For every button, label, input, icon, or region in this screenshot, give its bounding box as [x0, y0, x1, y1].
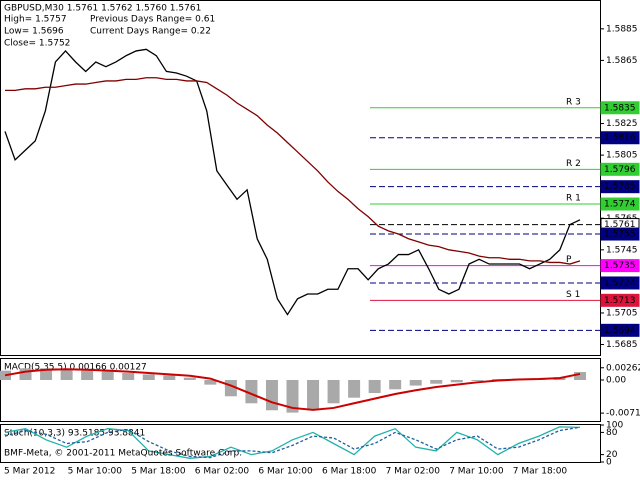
x-tick-label: 5 Mar 18:00 [131, 467, 186, 477]
main-panel [0, 0, 601, 356]
macd-bar [286, 379, 299, 413]
macd-bar [348, 379, 361, 398]
stoch-panel [0, 424, 601, 463]
macd-bar [81, 370, 94, 380]
level-name: P [566, 255, 572, 265]
y-tick-label: 100 [606, 421, 623, 431]
level-label: 1.5724 [604, 278, 636, 288]
macd-bar [40, 368, 53, 380]
panel-title: Stoch(10,3,3) 93.5185 93.8841 [4, 429, 145, 439]
series-line [4, 48, 581, 316]
info-text: Low= 1.5696 [4, 27, 64, 37]
level-box [600, 227, 640, 241]
level-label: 1.5735 [604, 261, 636, 271]
level-box [600, 180, 640, 194]
y-tick-label: 1.5745 [606, 245, 638, 255]
x-tick-label: 7 Mar 10:00 [449, 467, 504, 477]
macd-bar [574, 372, 586, 380]
level-label: 1.5694 [604, 326, 636, 336]
macd-bar [471, 379, 484, 381]
x-tick-label: 6 Mar 10:00 [258, 467, 313, 477]
y-tick-label: 0.00 [606, 375, 626, 385]
level-box [600, 323, 640, 337]
y-tick-label: 1.5865 [606, 56, 638, 66]
level-label: 1.5785 [604, 182, 636, 192]
macd-bar [265, 379, 278, 411]
signal-line [4, 368, 581, 411]
footer-text: BMF-Meta, © 2001-2011 MetaQuotes Softwar… [4, 449, 242, 459]
info-text: Close= 1.5752 [4, 39, 70, 49]
level-box [600, 259, 640, 273]
macd-bar [183, 377, 196, 380]
macd-bar [307, 379, 320, 409]
level-box [600, 101, 640, 115]
macd-bar [204, 379, 217, 385]
macd-panel [0, 358, 601, 422]
panel-title: MACD(5,35,5) 0.00166 0.00127 [4, 363, 147, 373]
macd-bar [450, 379, 463, 383]
macd-bar [389, 379, 402, 390]
level-box [600, 197, 640, 211]
y-tick-label: 1.5885 [606, 24, 638, 34]
macd-bar [163, 375, 176, 380]
info-text: Previous Days Range= 0.61 [90, 15, 215, 25]
info-text: Current Days Range= 0.22 [90, 27, 211, 37]
macd-bar [142, 374, 155, 380]
level-name: R 3 [566, 97, 581, 107]
level-label: 1.5796 [604, 165, 636, 175]
level-name: R 1 [566, 194, 581, 204]
macd-bar [19, 368, 32, 380]
level-label: 1.5713 [604, 296, 636, 306]
x-tick-label: 7 Mar 18:00 [513, 467, 568, 477]
level-box [600, 131, 640, 145]
level-box [600, 276, 640, 290]
y-tick-label: 20 [606, 450, 618, 460]
macd-bar [245, 379, 258, 404]
y-tick-label: 0.00262 [606, 363, 640, 373]
y-tick-label: 80 [606, 428, 618, 438]
x-tick-label: 6 Mar 02:00 [195, 467, 250, 477]
y-tick-label: 1.5825 [606, 119, 638, 129]
series-line [5, 77, 581, 265]
macd-bar [122, 372, 135, 380]
y-tick-label: 1.5805 [606, 151, 638, 161]
y-tick-label: 0 [606, 458, 612, 468]
y-tick-label: 1.5705 [606, 308, 638, 318]
macd-bar [430, 379, 443, 384]
macd-bar [327, 379, 340, 404]
level-box [600, 293, 640, 307]
x-tick-label: 5 Mar 10:00 [68, 467, 123, 477]
series-line [4, 426, 581, 459]
level-label: 1.5816 [604, 133, 636, 143]
x-tick-label: 5 Mar 2012 [4, 467, 55, 477]
macd-bar [368, 379, 381, 394]
level-label: 1.5774 [604, 200, 636, 210]
x-tick-label: 7 Mar 02:00 [386, 467, 441, 477]
level-name: R 2 [566, 159, 581, 169]
y-tick-label: -0.00711 [606, 409, 640, 419]
level-label: 1.5755 [604, 230, 636, 240]
level-box [600, 162, 640, 176]
macd-bar [101, 371, 114, 380]
level-label: 1.5835 [604, 103, 636, 113]
x-tick-label: 6 Mar 18:00 [322, 467, 377, 477]
y-tick-label: 1.5685 [606, 340, 638, 350]
level-name: S 1 [566, 290, 580, 300]
level-label: 1.5761 [604, 220, 636, 230]
panel-title: GBPUSD,M30 1.5761 1.5762 1.5760 1.5761 [4, 4, 201, 14]
info-text: High= 1.5757 [4, 15, 67, 25]
series-line [4, 426, 581, 459]
macd-bar [409, 379, 422, 386]
macd-bar [60, 369, 73, 380]
